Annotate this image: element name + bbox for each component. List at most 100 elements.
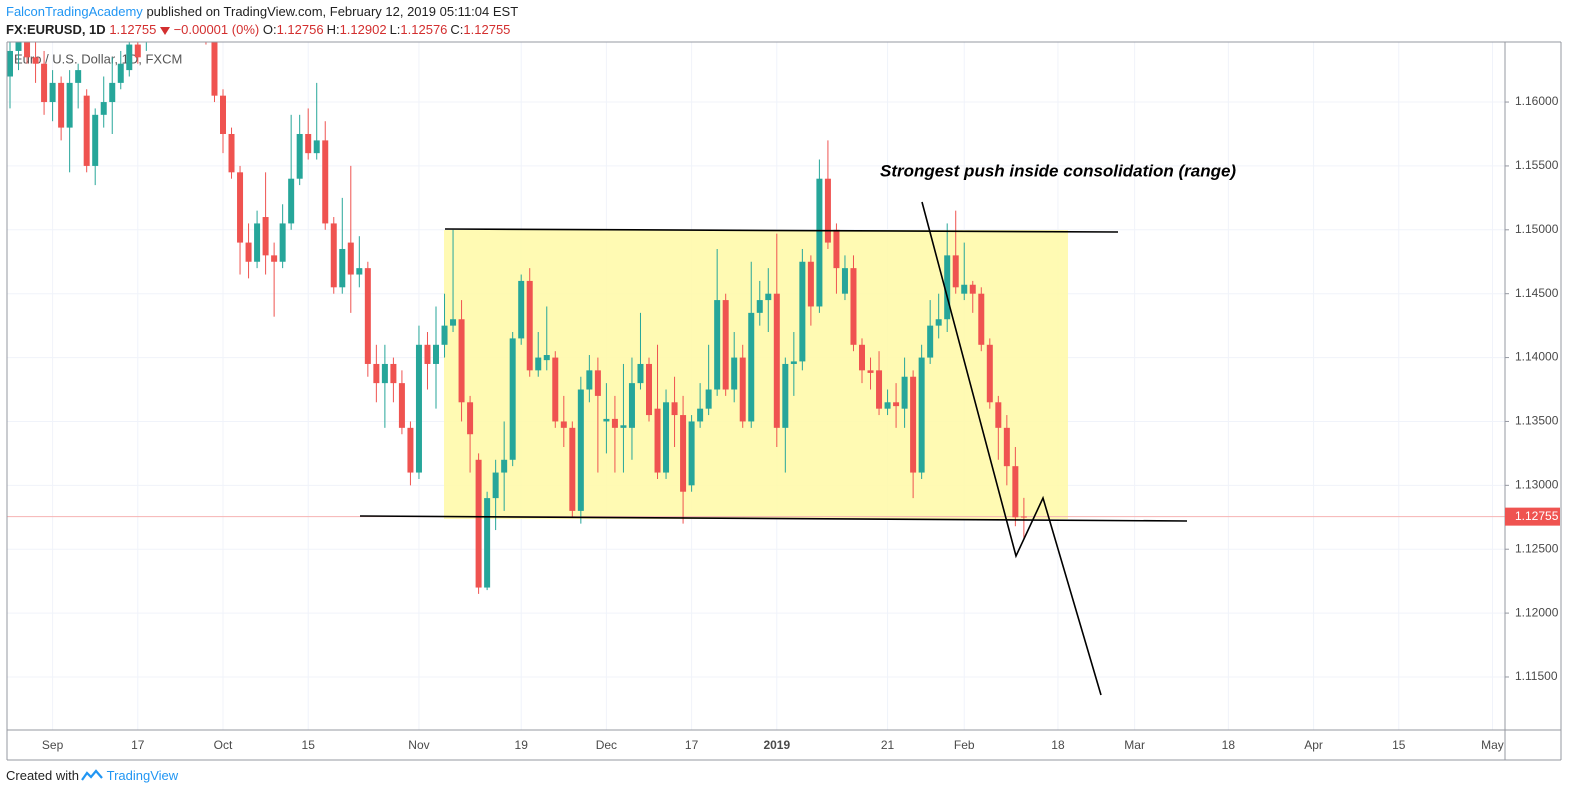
candle-body xyxy=(756,300,763,313)
frame xyxy=(6,41,1562,761)
candle-body xyxy=(49,82,56,103)
candle-body xyxy=(288,178,295,224)
candle-body xyxy=(688,421,695,486)
candle-body xyxy=(305,133,312,154)
candle-body xyxy=(433,344,439,364)
ohlc-value: 1.12756 xyxy=(276,22,324,37)
ohlc-label: C: xyxy=(450,22,464,37)
candle-body xyxy=(816,178,823,307)
candle-body xyxy=(927,325,934,358)
candle-body xyxy=(790,361,797,364)
candle-body xyxy=(339,248,346,288)
candle-body xyxy=(458,319,465,403)
header-line-1: FalconTradingAcademy published on Tradin… xyxy=(6,4,518,19)
candle-body xyxy=(398,383,405,428)
candle-body xyxy=(1012,466,1019,518)
symbol-legend: Euro / U.S. Dollar, 1D, FXCM xyxy=(14,51,182,66)
candle-body xyxy=(66,82,73,128)
candle-body xyxy=(32,57,39,64)
y-tick-label: 1.14000 xyxy=(1515,350,1559,364)
candle-body xyxy=(961,284,968,294)
candle-body xyxy=(603,418,610,422)
ohlc: O:1.12756 H:1.12902 L:1.12576 C:1.12755 xyxy=(263,22,514,37)
projection-path xyxy=(921,201,1102,696)
header-line-2: FX:EURUSD, 1D 1.12755 −0.00001 (0%) O:1.… xyxy=(6,22,513,37)
footer-logo xyxy=(81,769,103,781)
candle-body xyxy=(373,363,380,384)
change: −0.00001 (0%) xyxy=(173,22,260,37)
candle-body xyxy=(296,133,303,179)
candle-body xyxy=(526,280,533,371)
candle-body xyxy=(543,355,550,361)
range-box xyxy=(444,230,1068,519)
candle-body xyxy=(415,344,422,473)
candle-body xyxy=(663,402,670,473)
candle-body xyxy=(279,223,286,262)
x-tick-label: 2019 xyxy=(763,738,790,752)
y-tick-label: 1.16000 xyxy=(1515,94,1559,108)
candle-body xyxy=(893,402,900,407)
x-tick-label: May xyxy=(1481,738,1504,752)
y-tick-label: 1.15500 xyxy=(1515,158,1559,172)
x-tick-label: Dec xyxy=(596,738,617,752)
candle-body xyxy=(228,133,235,173)
footer-brand: TradingView xyxy=(106,768,179,783)
y-tick-label: 1.12500 xyxy=(1515,541,1559,555)
candle-body xyxy=(322,140,329,224)
price-axis: 1.11500 1.12000 1.12500 1.13000 1.13500 1.140… xyxy=(1505,94,1560,683)
candle-body xyxy=(995,402,1002,428)
y-tick-label: 1.15000 xyxy=(1515,222,1559,236)
candle-body xyxy=(560,421,567,428)
candle-body xyxy=(7,50,13,77)
candle-body xyxy=(518,280,525,339)
x-tick-label: 15 xyxy=(1392,738,1406,752)
candle-body xyxy=(867,370,874,373)
candle-body xyxy=(245,242,252,262)
candle-body xyxy=(407,427,414,473)
last-price-box xyxy=(1505,507,1560,526)
candle-body xyxy=(41,63,48,103)
candle-body xyxy=(1020,516,1027,518)
candle-body xyxy=(100,102,107,115)
candle-body xyxy=(211,42,218,96)
last-price-label: 1.12755 xyxy=(1515,509,1559,523)
candle-body xyxy=(594,370,601,396)
candle-body xyxy=(765,293,772,301)
candle-body xyxy=(680,415,687,492)
candle-body xyxy=(535,357,542,371)
candle-body xyxy=(876,370,883,409)
candle-body xyxy=(782,363,789,428)
candle-body xyxy=(884,402,891,409)
candle-body xyxy=(586,370,593,390)
ohlc-label: H: xyxy=(326,22,340,37)
x-tick-label: Oct xyxy=(214,738,233,752)
candle-body xyxy=(83,95,90,166)
candle-body xyxy=(492,472,499,499)
candle-body xyxy=(748,312,755,422)
candle-body xyxy=(739,357,746,422)
candle-body xyxy=(731,357,738,390)
candle-body xyxy=(918,357,925,473)
candle-body xyxy=(986,344,993,403)
candle-body xyxy=(773,293,780,428)
candle-body xyxy=(799,261,806,362)
ohlc-label: O: xyxy=(262,22,277,37)
candle-body xyxy=(705,389,712,409)
ohlc-value: 1.12755 xyxy=(463,22,511,37)
x-tick-label: 17 xyxy=(685,738,699,752)
candle-body xyxy=(109,82,116,103)
candle-body xyxy=(978,293,985,345)
annotation: Strongest push inside consolidation (ran… xyxy=(880,161,1236,180)
x-tick-label: Nov xyxy=(408,738,429,752)
candle-body xyxy=(935,319,942,326)
y-tick-label: 1.14500 xyxy=(1515,286,1559,300)
candle-body xyxy=(15,42,22,51)
candle-body xyxy=(910,376,917,473)
candle-body xyxy=(722,300,729,390)
candle-body xyxy=(637,363,644,384)
candle-body xyxy=(237,172,244,243)
candles xyxy=(7,42,1027,594)
published: published on TradingView.com, February 1… xyxy=(146,4,519,19)
down-arrow xyxy=(159,27,170,36)
